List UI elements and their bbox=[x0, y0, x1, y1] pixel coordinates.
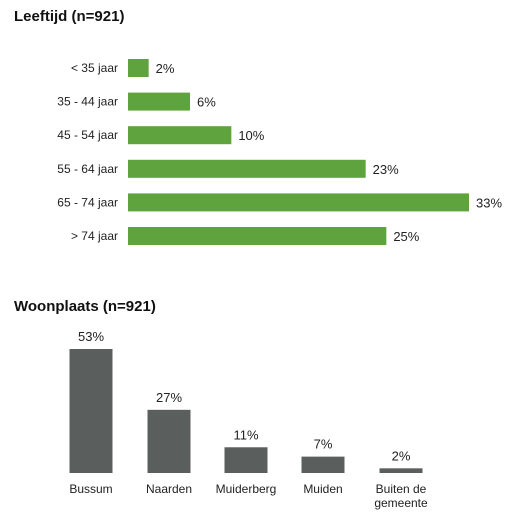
age-bar bbox=[128, 227, 387, 245]
age-category-label: 45 - 54 jaar bbox=[57, 128, 118, 142]
age-bar bbox=[128, 126, 232, 145]
chart-title-woonplaats: Woonplaats (n=921) bbox=[14, 298, 156, 315]
woonplaats-value-label: 53% bbox=[78, 329, 104, 344]
chart-title-leeftijd: Leeftijd (n=921) bbox=[14, 8, 125, 25]
woonplaats-value-label: 2% bbox=[392, 448, 411, 463]
woonplaats-category-label: Buiten de gemeente bbox=[374, 482, 428, 510]
woonplaats-bar bbox=[379, 468, 423, 473]
age-category-label: < 35 jaar bbox=[71, 61, 118, 75]
age-category-label: 65 - 74 jaar bbox=[57, 195, 118, 209]
woonplaats-bar bbox=[147, 409, 191, 473]
age-value-label: 10% bbox=[238, 128, 264, 143]
woonplaats-value-label: 11% bbox=[233, 427, 258, 442]
age-bar bbox=[128, 92, 190, 111]
woonplaats-category-label: Naarden bbox=[146, 482, 192, 496]
woonplaats-bar bbox=[301, 456, 345, 473]
age-value-label: 23% bbox=[373, 162, 399, 177]
age-bar bbox=[128, 159, 366, 178]
woonplaats-category-label: Bussum bbox=[69, 482, 112, 496]
woonplaats-value-label: 7% bbox=[314, 437, 333, 452]
age-value-label: 2% bbox=[156, 61, 175, 76]
age-value-label: 6% bbox=[197, 95, 216, 110]
woonplaats-category-label: Muiderberg bbox=[216, 482, 277, 496]
age-value-label: 33% bbox=[476, 195, 502, 210]
woonplaats-bar bbox=[69, 349, 113, 473]
woonplaats-bar bbox=[224, 447, 268, 473]
age-value-label: 25% bbox=[393, 229, 419, 244]
age-bar bbox=[128, 193, 469, 212]
age-category-label: 35 - 44 jaar bbox=[57, 95, 118, 109]
woonplaats-category-label: Muiden bbox=[303, 482, 342, 496]
age-category-label: 55 - 64 jaar bbox=[57, 162, 118, 176]
age-category-label: > 74 jaar bbox=[71, 229, 118, 243]
woonplaats-value-label: 27% bbox=[156, 390, 182, 405]
age-bar bbox=[128, 59, 149, 77]
